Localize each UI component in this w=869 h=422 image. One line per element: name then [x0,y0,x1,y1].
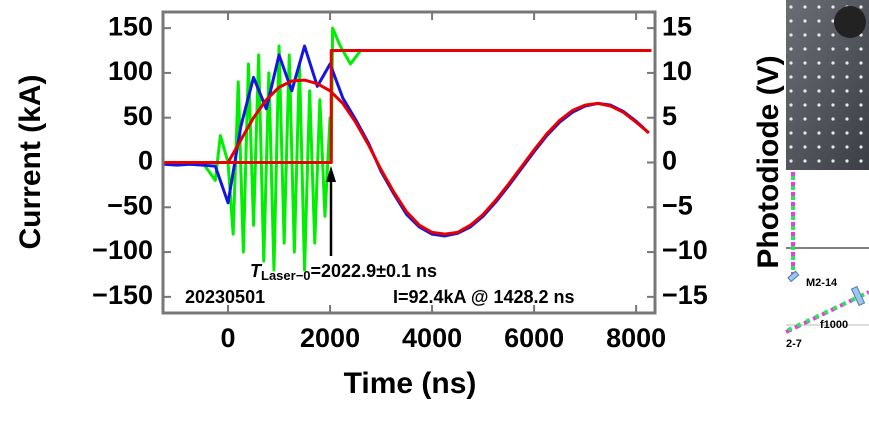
y-axis-title: Current (kA) [14,74,47,249]
y2-axis-title: Photodiode (V) [752,55,785,268]
side-label: M2-14 [806,277,838,289]
x-tick-label: 2000 [300,323,360,353]
x-tick-label: 6000 [504,323,564,353]
laser-time-annotation: TLaser−0=2022.9±0.1 ns [250,261,437,284]
t-text: =2022.9±0.1 ns [311,261,437,281]
y-tick-label: −50 [107,190,153,220]
y-tick-label: −150 [92,280,153,310]
series-line [164,49,652,164]
y2-tick-label: −5 [662,190,693,220]
y-tick-label: 100 [108,56,153,86]
laser-arrowhead [326,166,336,182]
y2-tick-label: 10 [662,56,692,86]
peak-annotation: I=92.4kA @ 1428.2 ns [393,287,575,307]
side-label: 2-7 [786,338,802,350]
plot-frame [161,10,657,315]
x-axis-title: Time (ns) [344,367,477,400]
side-panel: M2-14 f1000 2-7 [785,0,869,350]
y-tick-label: 150 [108,11,153,41]
x-tick-label: 0 [221,323,236,353]
t-subscript: Laser−0 [261,268,311,283]
y2-tick-label: −10 [662,235,708,265]
y2-tick-label: −15 [662,280,708,310]
series-line [164,44,650,238]
y2-tick-label: 15 [662,11,692,41]
side-label: f1000 [820,319,848,331]
y2-tick-label: 0 [662,146,677,176]
y2-tick-label: 5 [662,101,677,131]
series-line [164,78,650,236]
lens [850,285,866,307]
mirror [787,270,800,283]
y-tick-label: −100 [92,235,153,265]
x-tick-label: 8000 [606,323,666,353]
plot-area [163,12,655,313]
date-annotation: 20230501 [185,287,265,307]
photo-mount [834,6,866,38]
y-tick-label: 0 [138,146,153,176]
y-tick-label: 50 [123,101,153,131]
t-symbol: T [250,261,263,281]
x-tick-label: 4000 [402,323,462,353]
